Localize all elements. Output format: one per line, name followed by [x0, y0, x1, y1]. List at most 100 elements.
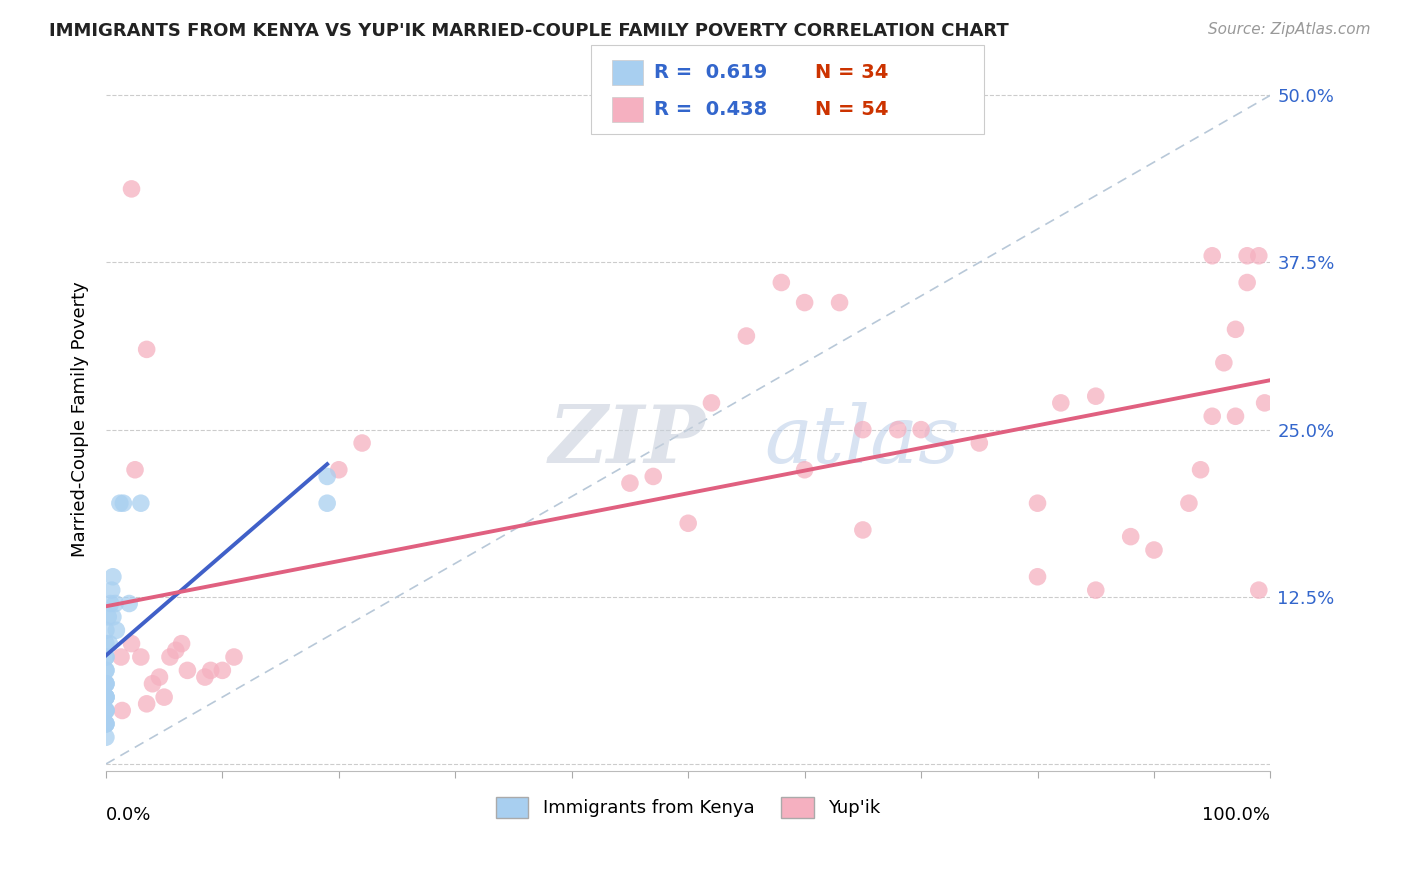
Point — [1253, 396, 1275, 410]
Point — [101, 570, 124, 584]
Point — [94, 704, 117, 718]
Text: ZIP: ZIP — [548, 402, 706, 479]
Text: R =  0.438: R = 0.438 — [654, 100, 768, 119]
Point — [148, 670, 170, 684]
Point — [94, 690, 117, 705]
Text: N = 34: N = 34 — [815, 62, 889, 81]
Point — [153, 690, 176, 705]
Point — [159, 650, 181, 665]
Point — [104, 597, 127, 611]
Point — [352, 436, 374, 450]
Point — [1236, 249, 1258, 263]
Point — [316, 496, 339, 510]
Point — [94, 650, 117, 665]
Point — [111, 704, 134, 718]
Point — [94, 717, 117, 731]
Point — [124, 463, 146, 477]
Point — [94, 664, 117, 678]
Text: N = 54: N = 54 — [815, 100, 889, 119]
Point — [135, 343, 157, 357]
Point — [94, 704, 117, 718]
Point — [1084, 389, 1107, 403]
Point — [1026, 496, 1049, 510]
Point — [1026, 570, 1049, 584]
Point — [887, 423, 910, 437]
Point — [643, 469, 665, 483]
Point — [165, 643, 187, 657]
Legend: Immigrants from Kenya, Yup'ik: Immigrants from Kenya, Yup'ik — [488, 789, 887, 825]
Point — [1247, 583, 1270, 598]
Point — [194, 670, 217, 684]
Point — [1119, 530, 1142, 544]
Point — [222, 650, 245, 665]
Point — [793, 463, 815, 477]
Point — [94, 690, 117, 705]
Point — [316, 469, 339, 483]
Text: 100.0%: 100.0% — [1202, 805, 1271, 824]
Point — [1084, 583, 1107, 598]
Point — [94, 690, 117, 705]
Point — [94, 677, 117, 691]
Point — [94, 637, 117, 651]
Point — [852, 523, 875, 537]
Point — [94, 704, 117, 718]
Point — [94, 731, 117, 745]
Point — [910, 423, 932, 437]
Point — [94, 624, 117, 638]
Point — [121, 637, 143, 651]
Point — [94, 650, 117, 665]
Point — [852, 423, 875, 437]
Point — [1225, 322, 1247, 336]
Point — [94, 677, 117, 691]
Point — [328, 463, 350, 477]
Point — [98, 637, 121, 651]
Point — [129, 650, 152, 665]
Y-axis label: Married-Couple Family Poverty: Married-Couple Family Poverty — [72, 282, 89, 558]
Text: R =  0.619: R = 0.619 — [654, 62, 768, 81]
Point — [101, 610, 124, 624]
Point — [770, 276, 793, 290]
Point — [1225, 409, 1247, 424]
Point — [176, 664, 198, 678]
Point — [969, 436, 991, 450]
Point — [118, 597, 141, 611]
Point — [1049, 396, 1071, 410]
Point — [1143, 543, 1166, 558]
Point — [94, 717, 117, 731]
Point — [1201, 409, 1223, 424]
Point — [1189, 463, 1212, 477]
Point — [108, 496, 131, 510]
Point — [100, 597, 122, 611]
Point — [94, 690, 117, 705]
Point — [105, 624, 128, 638]
Text: Source: ZipAtlas.com: Source: ZipAtlas.com — [1208, 22, 1371, 37]
Point — [112, 496, 135, 510]
Point — [793, 295, 815, 310]
Point — [676, 516, 699, 531]
Point — [94, 717, 117, 731]
Point — [619, 476, 641, 491]
Text: IMMIGRANTS FROM KENYA VS YUP'IK MARRIED-COUPLE FAMILY POVERTY CORRELATION CHART: IMMIGRANTS FROM KENYA VS YUP'IK MARRIED-… — [49, 22, 1010, 40]
Point — [1247, 249, 1270, 263]
Point — [135, 697, 157, 711]
Point — [828, 295, 851, 310]
Point — [735, 329, 758, 343]
Point — [700, 396, 723, 410]
Point — [170, 637, 193, 651]
Point — [121, 182, 143, 196]
Point — [1236, 276, 1258, 290]
Text: atlas: atlas — [763, 402, 959, 479]
Point — [94, 677, 117, 691]
Point — [141, 677, 163, 691]
Point — [1212, 356, 1234, 370]
Point — [200, 664, 222, 678]
Point — [100, 583, 122, 598]
Text: 0.0%: 0.0% — [105, 805, 152, 824]
Point — [129, 496, 152, 510]
Point — [211, 664, 233, 678]
Point — [110, 650, 132, 665]
Point — [94, 664, 117, 678]
Point — [1201, 249, 1223, 263]
Point — [1178, 496, 1201, 510]
Point — [97, 610, 120, 624]
